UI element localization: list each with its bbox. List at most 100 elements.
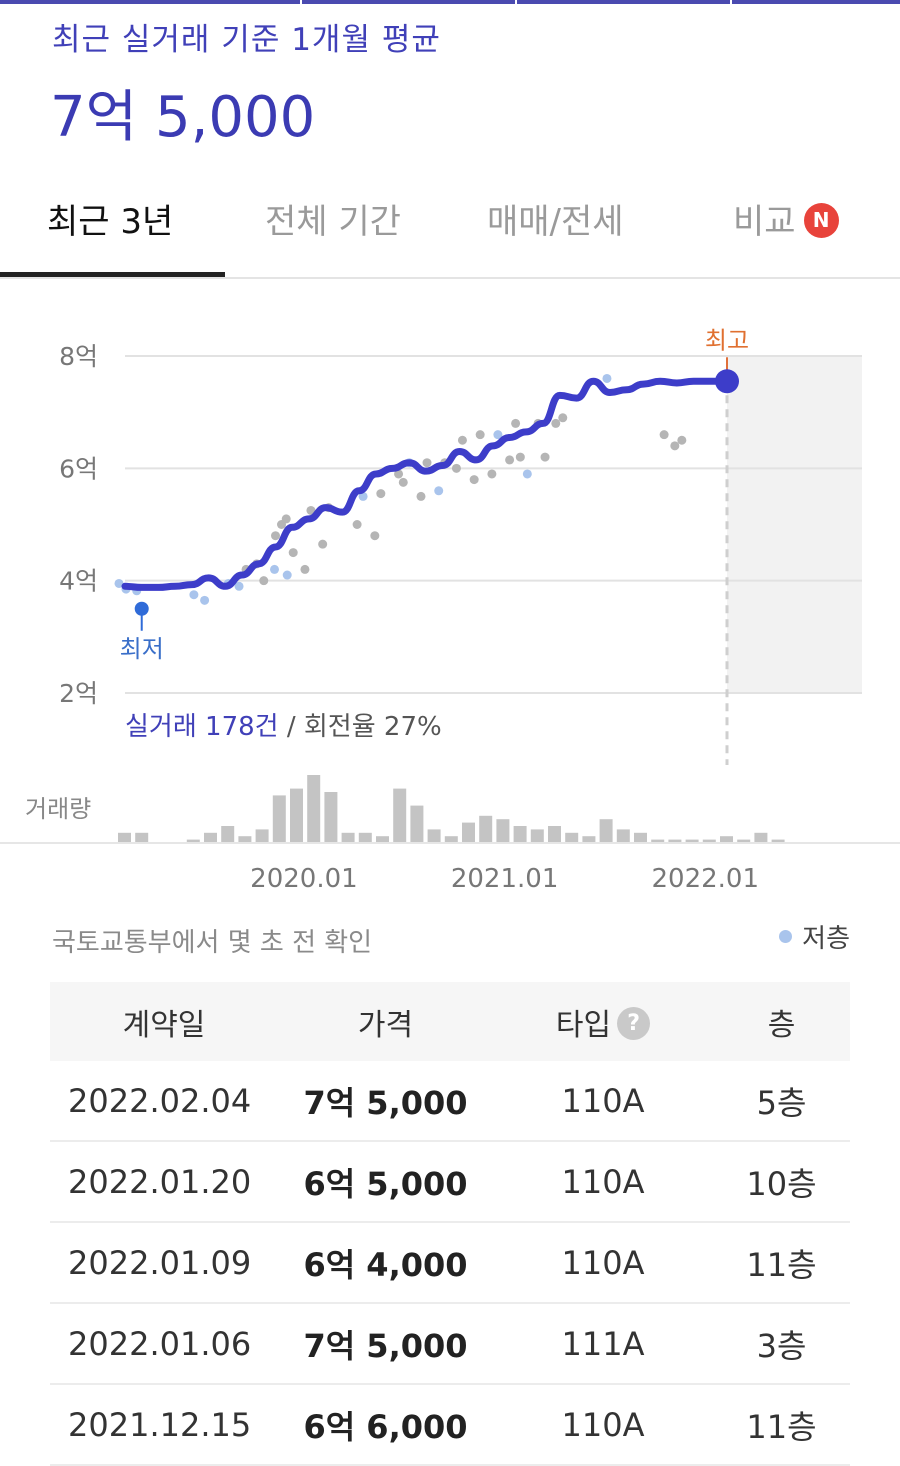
- chart-period-tabs: 최근 3년 전체 기간 매매/전세 비교 N: [0, 180, 900, 280]
- row-floor: 3층: [713, 1303, 850, 1385]
- header-floor: 층: [713, 982, 850, 1061]
- average-price-value: 7억 5,000: [50, 85, 316, 150]
- scatter-point: [659, 430, 669, 440]
- volume-bar: [341, 832, 355, 843]
- chart-x-axis: 2020.01 2021.01 2022.01: [250, 864, 759, 894]
- volume-bar: [255, 829, 269, 843]
- scatter-point: [540, 452, 550, 462]
- low-floor-dot-icon: [779, 930, 793, 943]
- scatter-point: [306, 505, 316, 515]
- tab-compare-label: 비교: [733, 202, 796, 242]
- tab-recent-3-years[interactable]: 최근 3년: [47, 202, 174, 242]
- volume-bar: [462, 822, 475, 843]
- volume-bar: [548, 826, 561, 843]
- row-floor: 11층: [713, 1222, 850, 1304]
- volume-bar: [118, 832, 131, 843]
- tab-compare[interactable]: 비교 N: [733, 194, 839, 243]
- scatter-point: [271, 531, 280, 541]
- low-point-marker: [134, 601, 149, 616]
- scatter-point: [434, 486, 444, 496]
- scatter-point: [358, 491, 368, 501]
- volume-bar: [565, 832, 579, 843]
- scatter-point: [394, 469, 404, 479]
- help-icon[interactable]: ?: [617, 1006, 651, 1040]
- legend-label: 저층: [802, 924, 850, 954]
- tab-all-period[interactable]: 전체 기간: [265, 202, 401, 242]
- x-tick-label: 2020.01: [250, 864, 358, 894]
- row-type: 111A: [493, 1303, 713, 1385]
- chart-grid: 8억 6억 4억 2억: [59, 342, 862, 708]
- tab-sale-jeonse[interactable]: 매매/전세: [487, 202, 624, 242]
- scatter-point: [475, 430, 485, 440]
- x-tick-label: 2022.01: [652, 864, 760, 894]
- volume-bar: [221, 826, 235, 843]
- volume-bar: [358, 832, 372, 843]
- row-date: 2022.01.09: [50, 1222, 278, 1304]
- scatter-point: [318, 539, 328, 549]
- header-type: 타입?: [493, 982, 713, 1061]
- volume-bar: [582, 836, 596, 843]
- row-price: 6억 6,000: [278, 1384, 493, 1466]
- scatter-point: [300, 564, 310, 574]
- average-price-caption: 최근 실거래 기준 1개월 평균: [52, 22, 441, 58]
- row-date: 2021.12.15: [50, 1384, 278, 1466]
- table-row[interactable]: 2021.12.15 6억 6,000 110A 11층: [50, 1384, 850, 1466]
- y-tick-label: 6억: [59, 454, 98, 483]
- scatter-point: [515, 452, 525, 462]
- row-floor: 11층: [713, 1384, 850, 1466]
- scatter-point: [288, 548, 298, 558]
- row-date: 2022.01.06: [50, 1303, 278, 1385]
- scatter-point: [505, 455, 515, 465]
- scatter-point: [451, 463, 461, 473]
- table-row[interactable]: 2022.01.06 7억 5,000 111A 3층: [50, 1303, 850, 1385]
- volume-bar: [530, 829, 544, 843]
- scatter-point: [551, 418, 561, 428]
- volume-label: 거래량: [25, 795, 91, 823]
- scatter-point: [200, 595, 210, 605]
- scatter-point: [352, 520, 362, 529]
- volume-bar: [634, 832, 647, 843]
- turnover-rate: 회전율 27%: [304, 712, 442, 742]
- row-type: 110A: [493, 1384, 713, 1466]
- table-header-row: 계약일 가격 타입? 층: [50, 982, 850, 1061]
- trade-count: 실거래 178건: [125, 712, 279, 742]
- volume-bar: [307, 775, 321, 843]
- scatter-point: [558, 413, 568, 423]
- scatter-point: [281, 514, 291, 524]
- row-type: 110A: [493, 1222, 713, 1304]
- chart-bottom-divider: [0, 842, 900, 844]
- average-price-line: [121, 377, 731, 591]
- volume-bar: [616, 829, 630, 843]
- volume-bar: [324, 792, 338, 843]
- scatter-point: [422, 458, 432, 468]
- volume-bar: [737, 839, 751, 843]
- volume-bar: [135, 832, 149, 843]
- scatter-point: [670, 441, 680, 451]
- volume-bar: [651, 839, 665, 843]
- chart-scatter: [114, 373, 687, 605]
- volume-bar: [427, 829, 441, 843]
- data-source-text: 국토교통부에서 몇 초 전 확인: [52, 928, 373, 958]
- volume-bar: [290, 788, 303, 843]
- scatter-point: [416, 491, 426, 501]
- stats-separator: /: [279, 712, 304, 742]
- volume-bar: [702, 839, 716, 843]
- volume-bar: [599, 819, 613, 843]
- volume-bar: [393, 788, 407, 843]
- high-point-label: 최고: [705, 326, 749, 354]
- scatter-point: [114, 578, 124, 588]
- table-row[interactable]: 2022.02.04 7억 5,000 110A 5층: [50, 1061, 850, 1142]
- scatter-point: [469, 475, 479, 485]
- scatter-point: [511, 418, 521, 428]
- table-row[interactable]: 2022.01.20 6억 5,000 110A 10층: [50, 1141, 850, 1223]
- table-row[interactable]: 2022.01.09 6억 4,000 110A 11층: [50, 1222, 850, 1304]
- low-floor-legend: 저층: [779, 918, 850, 955]
- active-tab-indicator: [0, 272, 225, 277]
- tab-divider: [0, 277, 900, 279]
- chart-line: [121, 377, 731, 591]
- scatter-point: [376, 489, 386, 499]
- scatter-point: [677, 435, 687, 445]
- scatter-point: [282, 570, 292, 580]
- trade-stats: 실거래 178건 / 회전율 27%: [125, 712, 442, 742]
